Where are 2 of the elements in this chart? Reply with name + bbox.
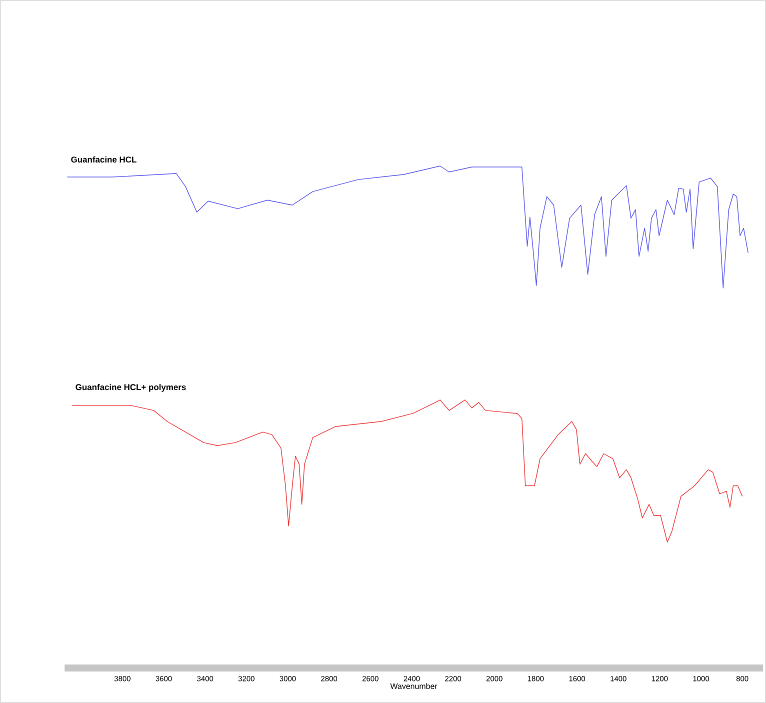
series-label: Guanfacine HCL+ polymers (76, 384, 186, 392)
series-label: Guanfacine HCL (71, 156, 136, 163)
